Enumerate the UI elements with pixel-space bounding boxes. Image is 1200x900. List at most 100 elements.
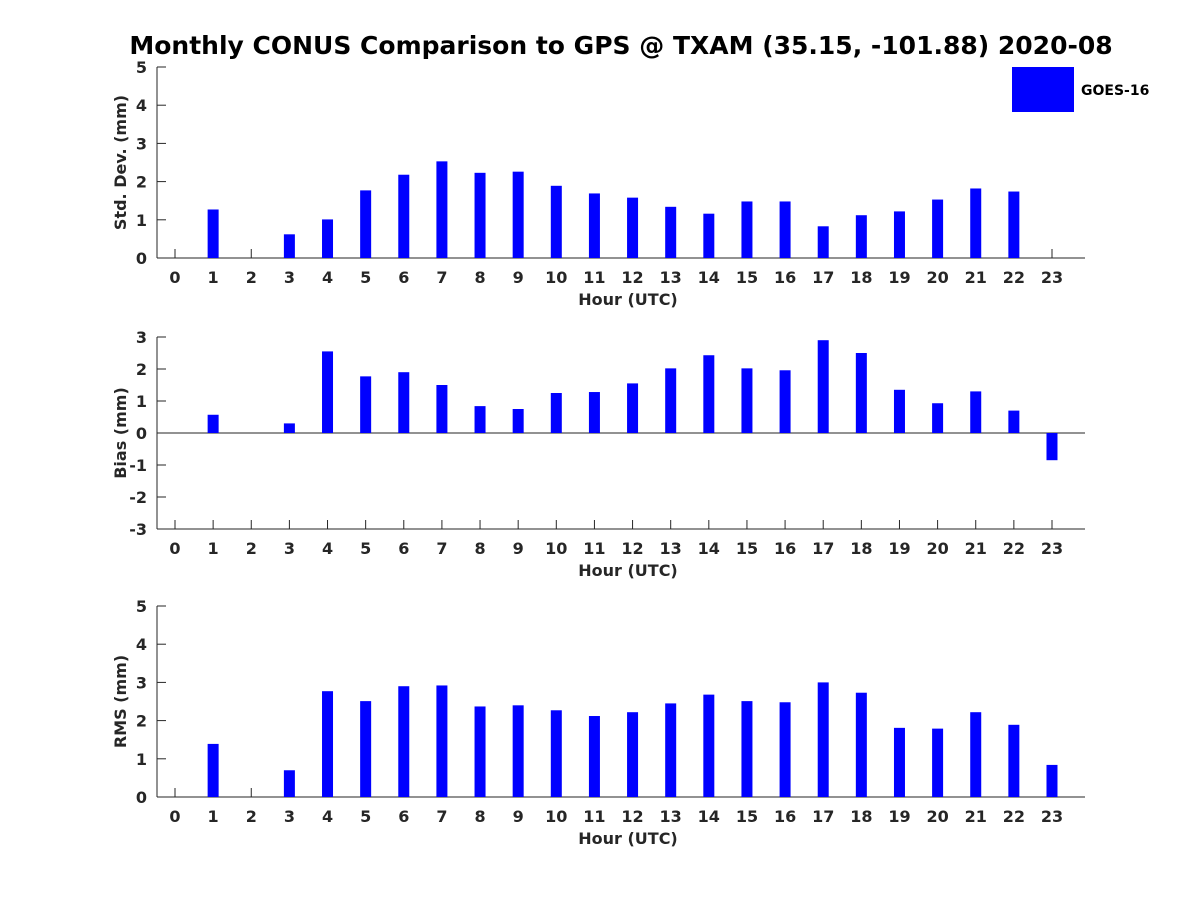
x-tick-label: 3 <box>284 807 295 826</box>
legend: GOES-16 <box>1012 67 1149 112</box>
bar-std-dev-hour-20 <box>932 199 944 258</box>
x-tick-label: 23 <box>1041 268 1063 287</box>
x-tick-label: 22 <box>1003 268 1025 287</box>
bar-rms-hour-9 <box>512 705 524 797</box>
x-axis-label: Hour (UTC) <box>578 561 678 580</box>
x-tick-label: 4 <box>322 268 333 287</box>
bar-rms-hour-14 <box>703 694 715 797</box>
x-tick-label: 19 <box>888 807 910 826</box>
x-tick-label: 16 <box>774 539 796 558</box>
y-axis-label: Bias (mm) <box>111 387 130 479</box>
y-tick-label: 1 <box>136 750 147 769</box>
bar-rms-hour-19 <box>893 727 905 797</box>
bar-bias-hour-12 <box>627 383 639 433</box>
bar-bias-hour-8 <box>474 406 486 433</box>
bar-rms-hour-8 <box>474 706 486 797</box>
x-tick-label: 0 <box>169 807 180 826</box>
x-tick-label: 6 <box>398 268 409 287</box>
x-tick-label: 0 <box>169 539 180 558</box>
x-tick-label: 17 <box>812 807 834 826</box>
x-tick-label: 21 <box>965 539 987 558</box>
x-tick-label: 2 <box>246 807 257 826</box>
x-tick-label: 8 <box>474 539 485 558</box>
bar-rms-hour-7 <box>436 685 448 797</box>
x-tick-label: 9 <box>513 807 524 826</box>
bar-std-dev-hour-11 <box>588 193 600 258</box>
x-tick-label: 14 <box>698 807 720 826</box>
x-tick-label: 7 <box>436 807 447 826</box>
chart-title: Monthly CONUS Comparison to GPS @ TXAM (… <box>129 31 1112 60</box>
x-tick-label: 16 <box>774 268 796 287</box>
bar-bias-hour-13 <box>665 368 677 433</box>
x-tick-label: 2 <box>246 268 257 287</box>
y-axis-label: Std. Dev. (mm) <box>111 95 130 230</box>
bar-rms-hour-16 <box>779 702 791 797</box>
x-tick-label: 23 <box>1041 807 1063 826</box>
x-tick-label: 5 <box>360 268 371 287</box>
x-tick-label: 5 <box>360 807 371 826</box>
x-tick-label: 1 <box>208 807 219 826</box>
x-tick-label: 12 <box>621 807 643 826</box>
x-tick-label: 14 <box>698 268 720 287</box>
x-tick-label: 22 <box>1003 807 1025 826</box>
bar-rms-hour-17 <box>817 682 829 797</box>
x-tick-label: 0 <box>169 268 180 287</box>
bar-rms-hour-11 <box>588 716 600 797</box>
bar-std-dev-hour-15 <box>741 201 753 258</box>
x-tick-label: 10 <box>545 268 567 287</box>
x-tick-label: 11 <box>583 268 605 287</box>
bar-std-dev-hour-9 <box>512 171 524 258</box>
bar-rms-hour-1 <box>207 743 219 797</box>
x-tick-label: 15 <box>736 539 758 558</box>
bar-rms-hour-4 <box>322 691 334 797</box>
bar-std-dev-hour-19 <box>893 211 905 258</box>
x-tick-label: 13 <box>660 268 682 287</box>
x-tick-label: 21 <box>965 268 987 287</box>
bar-rms-hour-12 <box>627 712 639 797</box>
bar-rms-hour-15 <box>741 701 753 797</box>
x-tick-label: 22 <box>1003 539 1025 558</box>
y-tick-label: 2 <box>136 360 147 379</box>
x-tick-label: 4 <box>322 807 333 826</box>
x-tick-label: 3 <box>284 539 295 558</box>
x-tick-label: 12 <box>621 268 643 287</box>
y-tick-label: 5 <box>136 58 147 77</box>
x-tick-label: 18 <box>850 539 872 558</box>
x-tick-label: 13 <box>660 539 682 558</box>
y-tick-label: 0 <box>136 249 147 268</box>
x-tick-label: 12 <box>621 539 643 558</box>
bar-std-dev-hour-22 <box>1008 191 1020 258</box>
x-tick-label: 10 <box>545 807 567 826</box>
x-tick-label: 5 <box>360 539 371 558</box>
x-tick-label: 15 <box>736 807 758 826</box>
x-tick-label: 20 <box>926 268 948 287</box>
bar-bias-hour-1 <box>207 414 219 433</box>
x-tick-label: 6 <box>398 539 409 558</box>
bar-std-dev-hour-3 <box>283 234 295 258</box>
bar-bias-hour-5 <box>360 376 372 433</box>
x-tick-label: 14 <box>698 539 720 558</box>
x-tick-label: 7 <box>436 539 447 558</box>
x-tick-label: 18 <box>850 807 872 826</box>
y-tick-label: 0 <box>136 788 147 807</box>
y-tick-label: 3 <box>136 673 147 692</box>
y-tick-label: 0 <box>136 424 147 443</box>
x-tick-label: 9 <box>513 268 524 287</box>
y-axis-label: RMS (mm) <box>111 655 130 748</box>
x-tick-label: 15 <box>736 268 758 287</box>
bar-std-dev-hour-8 <box>474 172 486 258</box>
x-tick-label: 8 <box>474 268 485 287</box>
x-tick-label: 23 <box>1041 539 1063 558</box>
bar-std-dev-hour-17 <box>817 226 829 258</box>
bar-bias-hour-9 <box>512 409 524 433</box>
x-tick-label: 1 <box>208 539 219 558</box>
x-tick-label: 6 <box>398 807 409 826</box>
bar-std-dev-hour-12 <box>627 197 639 258</box>
bar-std-dev-hour-21 <box>970 188 982 258</box>
bar-bias-hour-4 <box>322 351 334 433</box>
x-tick-label: 1 <box>208 268 219 287</box>
bar-rms-hour-3 <box>283 770 295 797</box>
y-tick-label: 4 <box>136 96 147 115</box>
bar-bias-hour-22 <box>1008 410 1020 433</box>
x-tick-label: 9 <box>513 539 524 558</box>
